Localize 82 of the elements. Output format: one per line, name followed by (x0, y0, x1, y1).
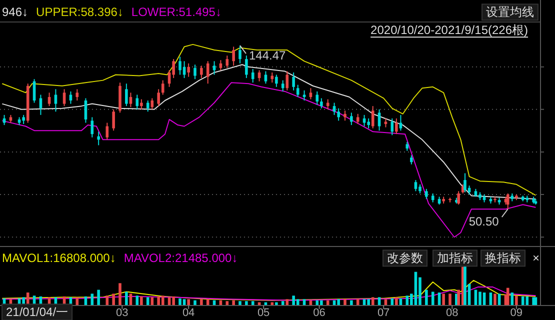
text: 21/01/04/一 (6, 305, 68, 320)
bar (238, 301, 242, 305)
bar (464, 266, 466, 305)
bar (498, 294, 501, 305)
x-tick-label: 08 (446, 306, 458, 319)
bar (140, 296, 143, 305)
bar (178, 298, 182, 305)
bar (302, 299, 306, 305)
bar (129, 294, 132, 305)
bar (206, 299, 210, 305)
bar (281, 301, 284, 305)
bar (515, 296, 518, 305)
bar (532, 297, 535, 305)
bar (534, 297, 538, 305)
bar (521, 296, 524, 305)
bar (395, 297, 398, 305)
text: UPPER:58.396↓ (36, 5, 124, 20)
bar (362, 299, 366, 305)
bar (316, 300, 319, 305)
bar (478, 292, 482, 305)
bar (106, 296, 109, 305)
bar (448, 294, 452, 305)
bar (90, 294, 94, 305)
bar (406, 296, 409, 305)
bar (182, 299, 186, 305)
bar (378, 297, 381, 305)
bar (526, 296, 529, 305)
bar (384, 299, 388, 305)
text: 加指标 (437, 251, 473, 266)
bar (76, 297, 79, 305)
bar (425, 290, 428, 305)
bar (367, 299, 370, 305)
bar (200, 299, 203, 305)
text: LOWER:51.495↓ (131, 5, 222, 20)
bar (125, 292, 128, 305)
bar (270, 302, 274, 305)
x-tick-label: 03 (116, 306, 128, 319)
bar (350, 300, 353, 305)
x-tick-label: 05 (257, 306, 270, 319)
x-tick-label: 06 (313, 306, 326, 319)
bar (194, 300, 196, 305)
bar (337, 299, 340, 305)
text: MAVOL2:21485.000↓ (124, 251, 238, 266)
bar (97, 290, 100, 305)
bar (286, 299, 289, 305)
bar (344, 299, 346, 305)
bar (168, 297, 171, 305)
bar (136, 296, 139, 305)
text: × (532, 251, 540, 266)
annotation: 2020/10/20-2021/9/15(226根) (370, 23, 528, 38)
bar (506, 288, 510, 305)
bar (371, 297, 374, 305)
text: 946↓ (2, 5, 28, 20)
bar (326, 300, 330, 305)
bar (275, 302, 278, 305)
bar (494, 294, 496, 305)
text: 改参数 (387, 251, 423, 266)
text: 设置均线 (486, 5, 534, 20)
x-tick-label: 07 (377, 306, 390, 319)
bar (226, 301, 229, 305)
bar (146, 297, 150, 305)
bar (390, 298, 394, 305)
text: 换指标 (485, 251, 521, 266)
bar (150, 297, 154, 305)
annotation: 50.50 (468, 214, 500, 228)
bar (187, 299, 190, 305)
bar (356, 299, 360, 305)
bar (172, 296, 175, 305)
bar (112, 294, 115, 305)
bar (161, 296, 164, 305)
bar (232, 300, 235, 305)
x-tick-label: 04 (182, 306, 195, 319)
x-tick-label: 09 (510, 306, 523, 319)
bar (431, 292, 434, 305)
annotation: 144.47 (249, 48, 286, 63)
bar (251, 301, 254, 305)
bar (118, 283, 122, 305)
bar (510, 292, 514, 305)
bar (245, 301, 248, 305)
bar (442, 294, 445, 305)
bar (296, 299, 300, 305)
text: MAVOL1:16808.000↓ (2, 251, 116, 266)
